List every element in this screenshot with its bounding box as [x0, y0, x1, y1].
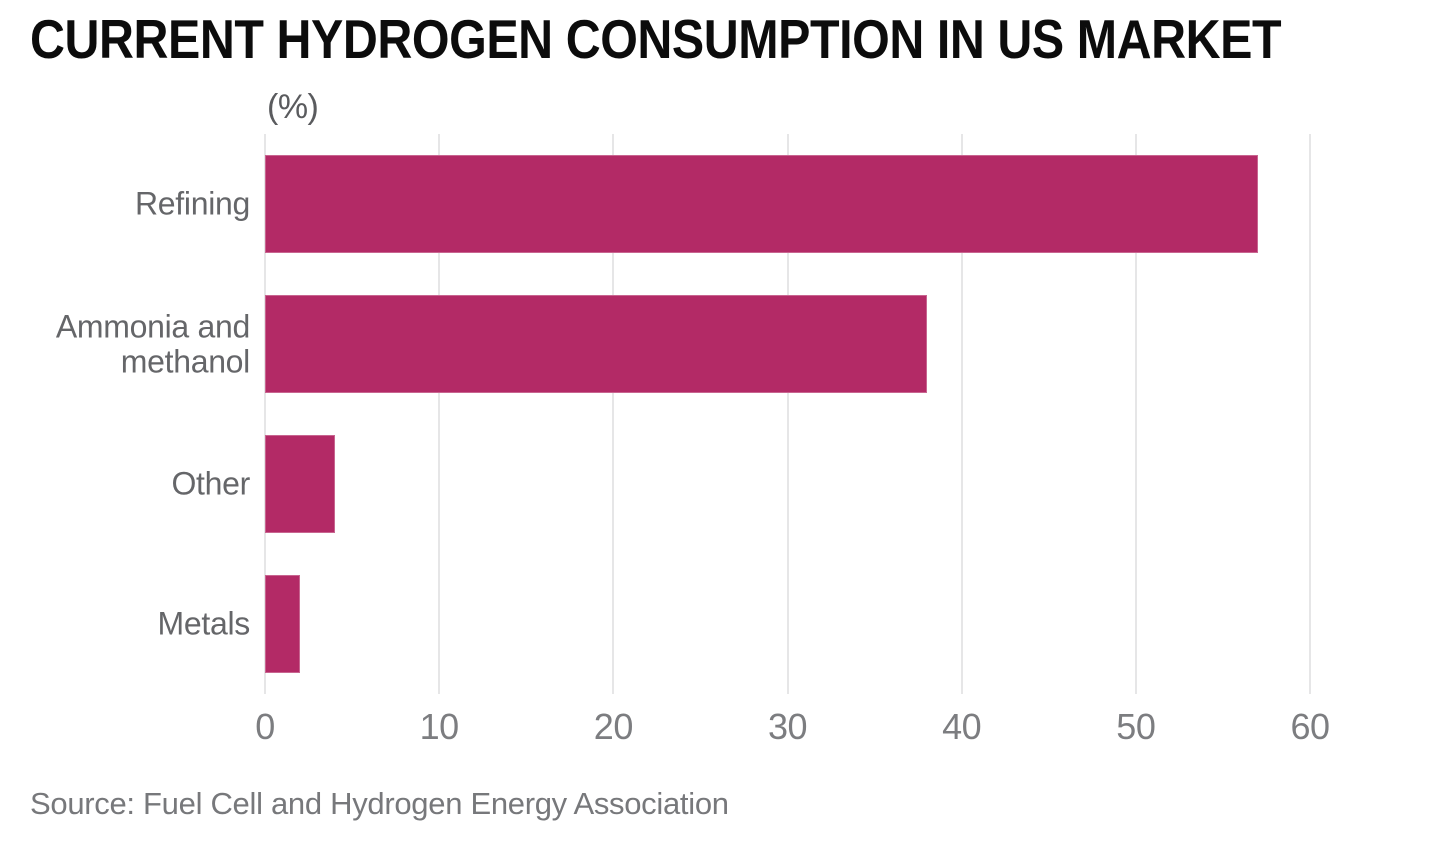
gridline-40	[960, 134, 963, 694]
chart-title: CURRENT HYDROGEN CONSUMPTION IN US MARKE…	[30, 8, 1282, 70]
x-tick-label-0: 0	[255, 706, 275, 747]
x-tick-label-10: 10	[419, 706, 460, 747]
bar-metals	[265, 575, 300, 673]
x-tick-label-50: 50	[1116, 706, 1156, 747]
category-label-ammonia-and-methanol: Ammonia and methanol	[55, 308, 250, 379]
x-axis-tick-labels: 0 10 20 30 40 50 60	[255, 706, 1330, 756]
gridline-10	[438, 134, 441, 694]
x-tick-label-30: 30	[767, 706, 808, 747]
source-text: Source: Fuel Cell and Hydrogen Energy As…	[30, 786, 729, 821]
gridline-50	[1134, 134, 1137, 694]
x-tick-label-40: 40	[942, 706, 982, 747]
category-label-other: Other	[171, 465, 250, 502]
gridline-0	[264, 134, 266, 694]
category-label-refining: Refining	[134, 185, 250, 222]
bar-other	[265, 435, 335, 533]
gridline-60	[1309, 134, 1311, 694]
category-label-metals: Metals	[157, 605, 251, 642]
plot-area	[264, 134, 1311, 694]
x-tick-label-20: 20	[593, 706, 634, 747]
bar-ammonia-and-methanol	[265, 295, 927, 393]
x-tick-label-60: 60	[1290, 706, 1330, 747]
gridline-30	[786, 134, 789, 694]
category-labels: Refining Ammonia and methanol Other Metals	[0, 134, 250, 694]
axis-unit-label: (%)	[267, 88, 319, 126]
bar-refining	[265, 155, 1258, 253]
gridline-20	[612, 134, 615, 694]
